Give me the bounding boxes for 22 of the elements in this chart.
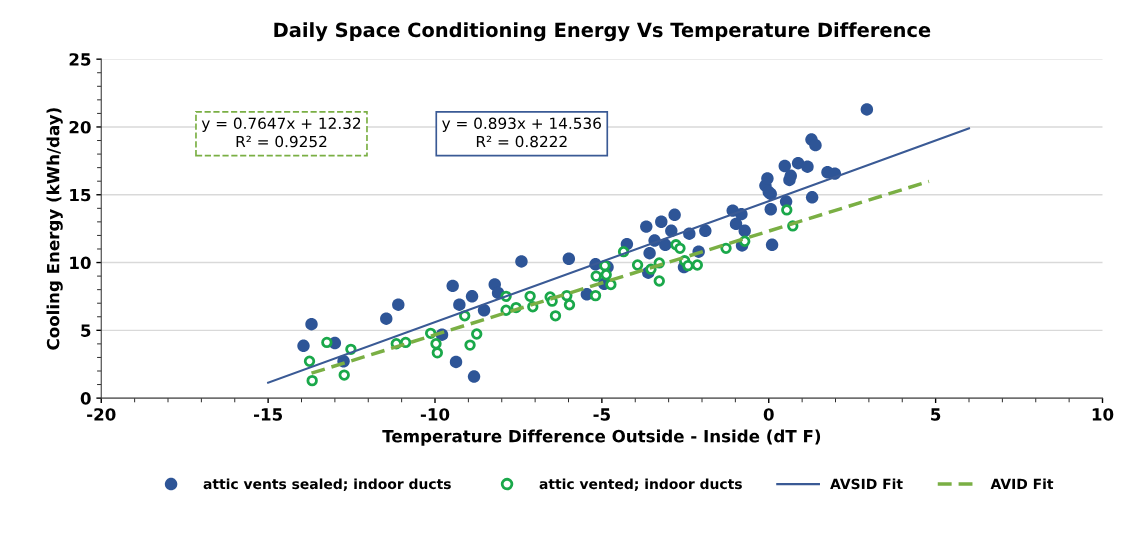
- y-tick-label: 5: [81, 324, 91, 337]
- legend-label: AVID Fit: [990, 478, 1054, 489]
- y-axis-title: Cooling Energy (kWh/day): [46, 108, 63, 350]
- x-tick-label: -10: [420, 408, 450, 421]
- x-tick-label: 5: [931, 408, 941, 421]
- annotation: y = 0.7647x + 12.32 R² = 0.9252: [201, 117, 361, 148]
- y-tick-label: 0: [80, 392, 91, 405]
- chart-title: Daily Space Conditioning Energy Vs Temperature Difference: [274, 22, 931, 42]
- x-tick-label: 0: [763, 408, 774, 421]
- x-tick-label: 10: [1092, 408, 1114, 421]
- x-axis-title: Temperature Difference Outside - Inside (dT F): [382, 429, 821, 446]
- legend-label: attic vents sealed; indoor ducts: [203, 478, 451, 491]
- x-tick-label: -20: [87, 408, 116, 421]
- legend-label: attic vented; indoor ducts: [539, 478, 742, 491]
- x-tick-label: -15: [253, 408, 283, 421]
- legend-label: AVSID Fit: [830, 478, 903, 490]
- annotation: y = 0.893x + 14.536 R² = 0.8222: [442, 117, 601, 148]
- y-tick-label: 20: [69, 120, 91, 134]
- y-tick-label: 25: [69, 53, 91, 66]
- y-tick-label: 15: [70, 188, 91, 202]
- y-tick-label: 10: [70, 256, 91, 270]
- x-tick-label: -5: [593, 408, 610, 421]
